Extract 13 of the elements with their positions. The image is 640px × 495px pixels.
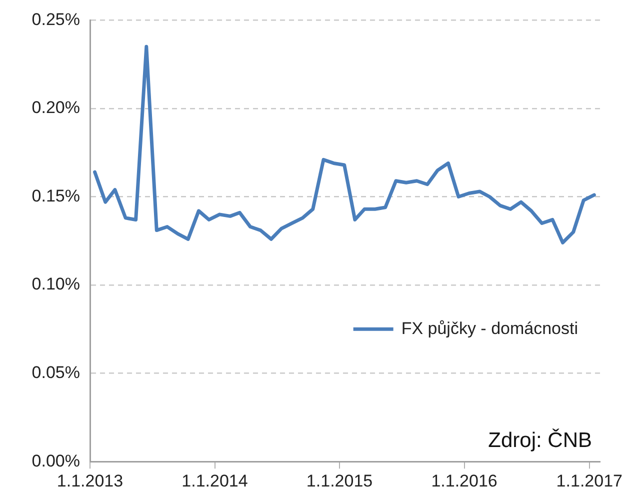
- x-tick-label: 1.1.2014: [182, 471, 248, 490]
- y-tick-label: 0.05%: [32, 363, 80, 382]
- legend-label: FX půjčky - domácnosti: [401, 318, 578, 338]
- x-tick-label: 1.1.2017: [556, 471, 622, 490]
- x-tick-label: 1.1.2015: [306, 471, 373, 490]
- annotation: Zdroj: ČNB: [488, 428, 592, 452]
- x-tick-label: 1.1.2016: [431, 471, 498, 490]
- y-tick-label: 0.20%: [32, 98, 80, 118]
- x-tick-label: 1.1.2013: [56, 471, 124, 490]
- y-tick-label: 0.25%: [32, 10, 80, 29]
- y-tick-label: 0.10%: [32, 274, 80, 294]
- y-tick-label: 0.00%: [32, 451, 80, 470]
- y-tick-label: 0.15%: [32, 186, 80, 206]
